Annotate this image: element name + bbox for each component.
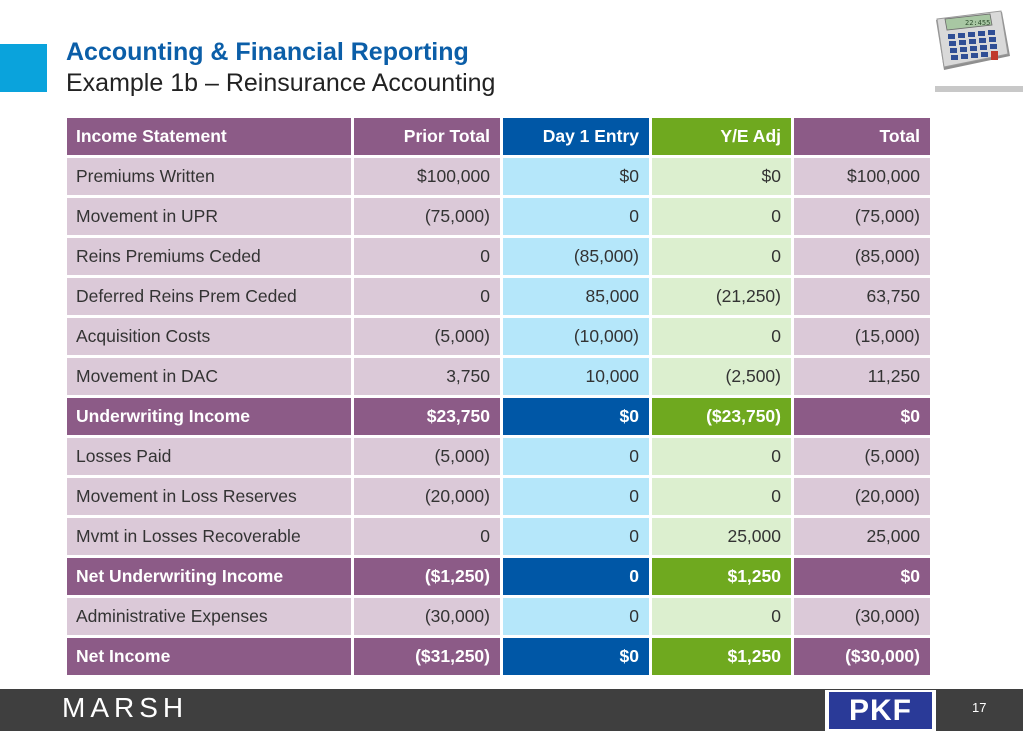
table-row: Losses Paid (5,000) 0 0 (5,000) [67, 438, 930, 475]
total-row: Net Income ($31,250) $0 $1,250 ($30,000) [67, 638, 930, 675]
column-header-ye-adj: Y/E Adj [652, 118, 791, 155]
day1-entry-cell: 0 [503, 518, 649, 555]
total-cell: (20,000) [794, 478, 930, 515]
prior-total-cell: 0 [354, 238, 500, 275]
total-cell: (85,000) [794, 238, 930, 275]
row-label: Movement in Loss Reserves [67, 478, 351, 515]
row-label: Mvmt in Losses Recoverable [67, 518, 351, 555]
ye-adj-cell: 0 [652, 478, 791, 515]
prior-total-cell: (75,000) [354, 198, 500, 235]
day1-entry-cell: (85,000) [503, 238, 649, 275]
ye-adj-cell: $1,250 [652, 638, 791, 675]
prior-total-cell: ($31,250) [354, 638, 500, 675]
table-row: Premiums Written $100,000 $0 $0 $100,000 [67, 158, 930, 195]
table-header-row: Income Statement Prior Total Day 1 Entry… [67, 118, 930, 155]
column-header-income-statement: Income Statement [67, 118, 351, 155]
day1-entry-cell: $0 [503, 638, 649, 675]
ye-adj-cell: 0 [652, 318, 791, 355]
subtotal-row: Net Underwriting Income ($1,250) 0 $1,25… [67, 558, 930, 595]
total-cell: 63,750 [794, 278, 930, 315]
table-row: Movement in DAC 3,750 10,000 (2,500) 11,… [67, 358, 930, 395]
row-label: Acquisition Costs [67, 318, 351, 355]
marsh-logo: MARSH [62, 692, 189, 723]
page-subtitle: Example 1b – Reinsurance Accounting [66, 69, 496, 97]
prior-total-cell: 3,750 [354, 358, 500, 395]
ye-adj-cell: $1,250 [652, 558, 791, 595]
accent-block [0, 44, 47, 92]
prior-total-cell: (5,000) [354, 438, 500, 475]
day1-entry-cell: $0 [503, 398, 649, 435]
ye-adj-cell: 0 [652, 198, 791, 235]
prior-total-cell: ($1,250) [354, 558, 500, 595]
day1-entry-cell: 10,000 [503, 358, 649, 395]
prior-total-cell: (30,000) [354, 598, 500, 635]
row-label: Deferred Reins Prem Ceded [67, 278, 351, 315]
prior-total-cell: 0 [354, 278, 500, 315]
total-cell: (75,000) [794, 198, 930, 235]
total-cell: 25,000 [794, 518, 930, 555]
income-statement-table: Income Statement Prior Total Day 1 Entry… [64, 115, 933, 678]
table-row: Movement in UPR (75,000) 0 0 (75,000) [67, 198, 930, 235]
row-label: Premiums Written [67, 158, 351, 195]
ye-adj-cell: (21,250) [652, 278, 791, 315]
day1-entry-cell: 0 [503, 598, 649, 635]
ye-adj-cell: (2,500) [652, 358, 791, 395]
row-label: Net Income [67, 638, 351, 675]
total-cell: $100,000 [794, 158, 930, 195]
table-row: Reins Premiums Ceded 0 (85,000) 0 (85,00… [67, 238, 930, 275]
table-row: Movement in Loss Reserves (20,000) 0 0 (… [67, 478, 930, 515]
total-cell: (5,000) [794, 438, 930, 475]
prior-total-cell: $100,000 [354, 158, 500, 195]
pkf-logo-text: PKF [829, 692, 932, 729]
total-cell: (30,000) [794, 598, 930, 635]
page-title: Accounting & Financial Reporting [66, 38, 469, 66]
page-number: 17 [972, 700, 987, 715]
day1-entry-cell: (10,000) [503, 318, 649, 355]
day1-entry-cell: 0 [503, 438, 649, 475]
ye-adj-cell: ($23,750) [652, 398, 791, 435]
prior-total-cell: 0 [354, 518, 500, 555]
subtotal-row: Underwriting Income $23,750 $0 ($23,750)… [67, 398, 930, 435]
table-row: Deferred Reins Prem Ceded 0 85,000 (21,2… [67, 278, 930, 315]
total-cell: ($30,000) [794, 638, 930, 675]
pkf-logo: PKF [825, 690, 936, 731]
calculator-display: 22:455 [965, 19, 990, 27]
ye-adj-cell: 0 [652, 598, 791, 635]
table-row: Administrative Expenses (30,000) 0 0 (30… [67, 598, 930, 635]
column-header-day1-entry: Day 1 Entry [503, 118, 649, 155]
column-header-prior-total: Prior Total [354, 118, 500, 155]
calculator-icon: 22:455 [936, 10, 1010, 70]
row-label: Reins Premiums Ceded [67, 238, 351, 275]
row-label: Underwriting Income [67, 398, 351, 435]
prior-total-cell: $23,750 [354, 398, 500, 435]
table-row: Mvmt in Losses Recoverable 0 0 25,000 25… [67, 518, 930, 555]
row-label: Movement in DAC [67, 358, 351, 395]
day1-entry-cell: $0 [503, 158, 649, 195]
total-cell: 11,250 [794, 358, 930, 395]
prior-total-cell: (5,000) [354, 318, 500, 355]
day1-entry-cell: 0 [503, 558, 649, 595]
day1-entry-cell: 0 [503, 478, 649, 515]
day1-entry-cell: 0 [503, 198, 649, 235]
total-cell: $0 [794, 558, 930, 595]
row-label: Net Underwriting Income [67, 558, 351, 595]
column-header-total: Total [794, 118, 930, 155]
ye-adj-cell: 0 [652, 238, 791, 275]
ye-adj-cell: $0 [652, 158, 791, 195]
total-cell: (15,000) [794, 318, 930, 355]
day1-entry-cell: 85,000 [503, 278, 649, 315]
row-label: Administrative Expenses [67, 598, 351, 635]
table-row: Acquisition Costs (5,000) (10,000) 0 (15… [67, 318, 930, 355]
row-label: Losses Paid [67, 438, 351, 475]
prior-total-cell: (20,000) [354, 478, 500, 515]
row-label: Movement in UPR [67, 198, 351, 235]
header-divider [935, 86, 1023, 92]
total-cell: $0 [794, 398, 930, 435]
ye-adj-cell: 0 [652, 438, 791, 475]
ye-adj-cell: 25,000 [652, 518, 791, 555]
